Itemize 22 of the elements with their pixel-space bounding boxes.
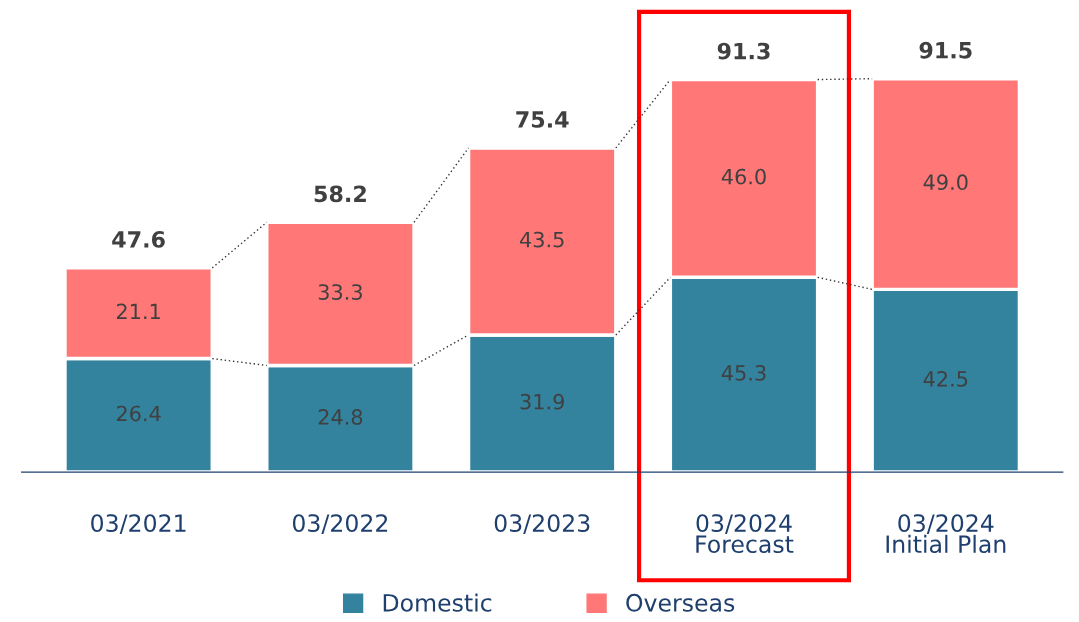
data-label: 42.5 — [923, 371, 968, 387]
data-label: 49.0 — [923, 174, 968, 191]
total-label: 58.2 — [314, 185, 366, 203]
total-label: 47.6 — [112, 231, 165, 248]
total-label: 91.5 — [919, 41, 972, 59]
x-tick-label: 03/2023 — [494, 514, 590, 534]
x-tick-label: 03/2024 Initial Plan — [886, 514, 1006, 554]
data-label: 21.1 — [116, 303, 160, 319]
x-tick-label: 03/2024 Forecast — [696, 514, 794, 554]
total-label: 75.4 — [516, 111, 569, 128]
data-label: 43.5 — [520, 231, 564, 248]
x-tick-label: 03/2022 — [292, 514, 388, 534]
data-label: 46.0 — [721, 168, 766, 185]
legend-label: Overseas — [626, 593, 735, 612]
data-label: 24.8 — [318, 409, 363, 425]
data-label: 33.3 — [318, 284, 362, 300]
data-label: 45.3 — [721, 365, 766, 381]
total-label: 91.3 — [717, 42, 770, 60]
data-label: 26.4 — [116, 405, 161, 422]
data-label: 31.9 — [520, 393, 564, 410]
x-tick-label: 03/2021 — [91, 514, 186, 534]
legend-label: Domestic — [383, 593, 492, 612]
